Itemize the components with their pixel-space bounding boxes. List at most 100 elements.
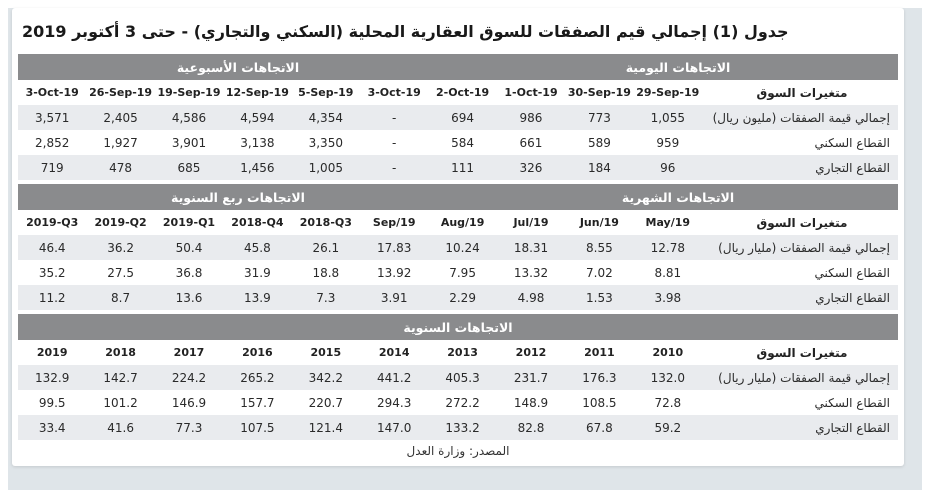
data-cell: 584: [451, 135, 475, 150]
column-header-cell: 1-Oct-19: [504, 86, 558, 99]
data-cell: 1,005: [308, 160, 343, 175]
row-label: القطاع السكني: [814, 395, 890, 410]
data-cell: 146.9: [171, 395, 207, 410]
data-cell: 12.78: [650, 240, 685, 255]
daily-trends-header: الاتجاهات اليومية: [625, 59, 731, 75]
data-cell: 33.4: [38, 420, 66, 435]
column-header-cell: 2016: [242, 346, 273, 359]
column-header-cell: 30-Sep-19: [567, 86, 631, 99]
data-cell: 224.2: [171, 370, 207, 385]
data-cell: 265.2: [240, 370, 275, 385]
data-cell: 13.9: [244, 290, 271, 305]
data-cell: 26.1: [312, 240, 340, 255]
table-row: 33.4 41.6 77.3 107.5 121.4 147.0 133.2 8…: [18, 415, 898, 440]
data-cell: 11.2: [38, 290, 66, 305]
table-row: 2,852 1,927 3,901 3,138 3,350 - 584 661 …: [18, 130, 898, 155]
data-cell: 441.2: [377, 370, 412, 385]
row-label: القطاع التجاري: [815, 290, 890, 305]
row-label: القطاع السكني: [814, 135, 890, 150]
data-cell: 184: [587, 160, 611, 175]
data-cell: 36.8: [175, 265, 203, 280]
column-header-row: 2019-Q3 2019-Q2 2019-Q1 2018-Q4 2018-Q3 …: [18, 210, 898, 235]
column-header-cell: 19-Sep-19: [157, 86, 221, 99]
column-header-cell: 3-Oct-19: [25, 86, 79, 99]
data-cell: 8.55: [586, 240, 613, 255]
data-cell: 3,901: [171, 135, 207, 150]
data-cell: 3.91: [380, 290, 408, 305]
data-cell: 4,586: [171, 110, 207, 125]
data-cell: 3.98: [654, 290, 682, 305]
data-cell: 719: [40, 160, 64, 175]
column-header-cell: 2017: [173, 346, 205, 359]
data-cell: 18.31: [513, 240, 549, 255]
row-label: القطاع التجاري: [815, 420, 890, 435]
column-header-cell: 2-Oct-19: [435, 86, 490, 99]
data-cell: 45.8: [244, 240, 271, 255]
data-cell: 77.3: [175, 420, 203, 435]
table-row: 99.5 101.2 146.9 157.7 220.7 294.3 272.2…: [18, 390, 898, 415]
table-title: جدول (1) إجمالي قيم الصفقات للسوق العقار…: [22, 21, 789, 41]
data-cell: 8.7: [111, 290, 131, 305]
data-cell: 108.5: [582, 395, 617, 410]
data-cell: 3,571: [35, 110, 70, 125]
data-cell: 1,927: [103, 135, 138, 150]
data-cell: 157.7: [240, 395, 275, 410]
column-header-cell: 2012: [515, 346, 547, 359]
data-cell: 101.2: [103, 395, 138, 410]
data-cell: 959: [656, 135, 680, 150]
data-cell: 13.92: [377, 265, 412, 280]
data-cell: 176.3: [582, 370, 617, 385]
column-header-cell: 3-Oct-19: [367, 86, 421, 99]
table-row: 46.4 36.2 50.4 45.8 26.1 17.83 10.24 18.…: [18, 235, 898, 260]
data-cell: 27.5: [107, 265, 134, 280]
data-cell: 82.8: [517, 420, 545, 435]
quarterly-trends-header: الاتجاهات ربع السنوية: [171, 189, 305, 205]
data-cell: 2.29: [449, 290, 476, 305]
data-cell: 10.24: [445, 240, 480, 255]
table-row: 3,571 2,405 4,586 4,594 4,354 - 694 986 …: [18, 105, 898, 130]
data-cell: 111: [451, 160, 475, 175]
section-band-daily-weekly: الاتجاهات الأسبوعية الاتجاهات اليومية: [18, 54, 898, 80]
data-cell: 8.81: [654, 265, 682, 280]
section-band-annual: الاتجاهات السنوية: [18, 314, 898, 340]
row-label: القطاع التجاري: [815, 160, 890, 175]
data-cell: 46.4: [38, 240, 66, 255]
column-header-cell: Sep/19: [372, 216, 416, 229]
data-cell: 1,456: [240, 160, 275, 175]
data-cell: 35.2: [38, 265, 66, 280]
column-header-cell: 2019-Q1: [162, 216, 216, 229]
data-cell: 2,852: [35, 135, 70, 150]
data-cell: 148.9: [513, 395, 549, 410]
data-cell: 2,405: [103, 110, 138, 125]
column-header-cell: 2010: [652, 346, 684, 359]
column-header-row: 3-Oct-19 26-Sep-19 19-Sep-19 12-Sep-19 5…: [18, 80, 898, 105]
annual-trends-header: الاتجاهات السنوية: [403, 319, 513, 335]
data-cell: 3,350: [308, 135, 343, 150]
data-cell: 132.9: [35, 370, 70, 385]
column-header-cell: 12-Sep-19: [225, 86, 289, 99]
column-header-cell: 2014: [378, 346, 410, 359]
data-cell: 17.83: [377, 240, 412, 255]
data-cell: 96: [660, 160, 676, 175]
data-cell: 7.3: [316, 290, 336, 305]
row-label: إجمالي قيمة الصفقات (مليار ريال): [718, 240, 890, 255]
table-card: جدول (1) إجمالي قيم الصفقات للسوق العقار…: [12, 8, 904, 466]
column-header-cell: 29-Sep-19: [636, 86, 700, 99]
data-cell: 121.4: [308, 420, 343, 435]
data-cell: -: [392, 135, 397, 150]
data-cell: -: [392, 160, 397, 175]
data-cell: 405.3: [445, 370, 480, 385]
data-cell: 694: [451, 110, 475, 125]
column-header-cell: 2018-Q4: [231, 216, 284, 229]
data-cell: 147.0: [377, 420, 412, 435]
data-cell: 133.2: [445, 420, 480, 435]
column-header-cell: 5-Sep-19: [298, 86, 354, 99]
section-divider: [18, 310, 898, 314]
data-cell: 41.6: [107, 420, 134, 435]
data-cell: 7.95: [449, 265, 476, 280]
data-cell: 31.9: [244, 265, 271, 280]
source-note: المصدر: وزارة العدل: [406, 444, 510, 458]
column-header-cell: Jun/19: [579, 216, 619, 229]
data-cell: 13.32: [513, 265, 549, 280]
data-cell: 294.3: [377, 395, 412, 410]
